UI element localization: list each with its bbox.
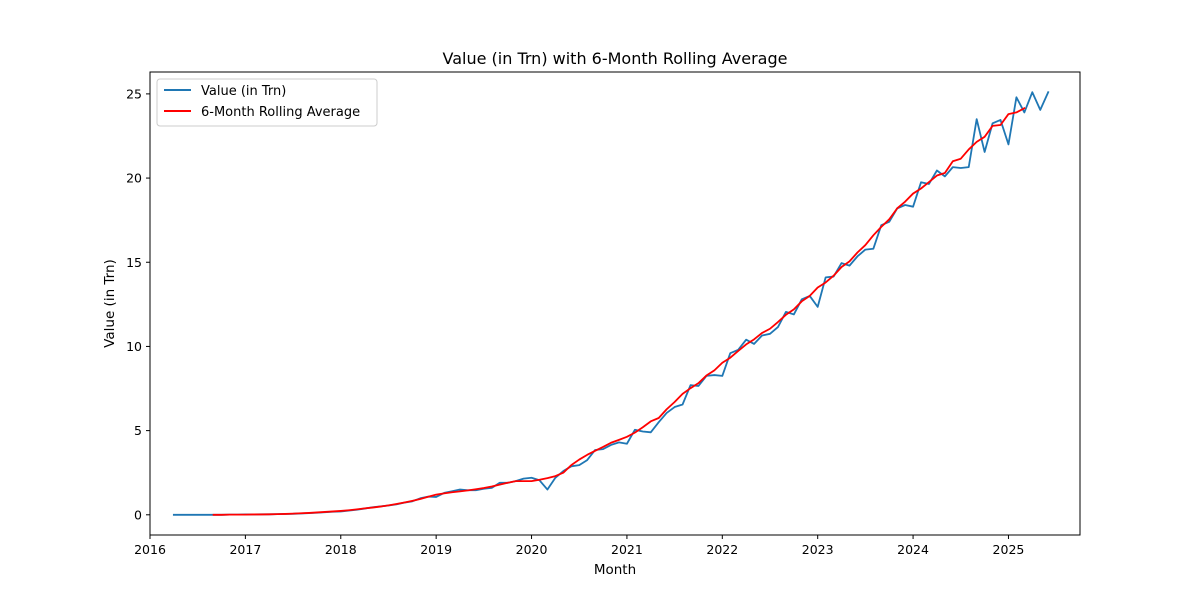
y-axis-ticks: 0 5 10 15 20 25 [126, 86, 150, 522]
x-axis-ticks: 2016 2017 2018 2019 2020 2021 2022 2023 2024 2025 [134, 535, 1024, 557]
plot-area [150, 72, 1080, 535]
x-tick-label: 2016 [134, 542, 166, 557]
series-layer [172, 91, 1050, 516]
x-tick-label: 2017 [229, 542, 261, 557]
x-tick-label: 2020 [516, 542, 548, 557]
x-tick-label: 2022 [706, 542, 738, 557]
plot-frame [149, 71, 1081, 536]
legend: Value (in Trn) 6-Month Rolling Average [156, 78, 378, 127]
y-axis-label: Value (in Trn) [102, 259, 118, 348]
x-tick-label: 2021 [611, 542, 643, 557]
x-tick-label: 2018 [325, 542, 357, 557]
y-tick-label: 20 [126, 171, 142, 186]
x-tick-label: 2023 [802, 542, 834, 557]
chart-title: Value (in Trn) with 6-Month Rolling Aver… [443, 49, 788, 68]
x-tick-label: 2024 [897, 542, 929, 557]
series-line-rolling-average [212, 106, 1026, 516]
y-tick-label: 10 [126, 339, 142, 354]
y-tick-label: 5 [134, 423, 142, 438]
x-axis-label: Month [594, 562, 636, 578]
legend-label-rolling-average: 6-Month Rolling Average [201, 105, 360, 120]
legend-box [156, 78, 378, 127]
y-tick-label: 15 [126, 255, 142, 270]
x-tick-label: 2019 [420, 542, 452, 557]
y-tick-label: 0 [134, 507, 142, 522]
y-tick-label: 25 [126, 86, 142, 101]
legend-label-value: Value (in Trn) [201, 84, 286, 99]
x-tick-label: 2025 [993, 542, 1025, 557]
